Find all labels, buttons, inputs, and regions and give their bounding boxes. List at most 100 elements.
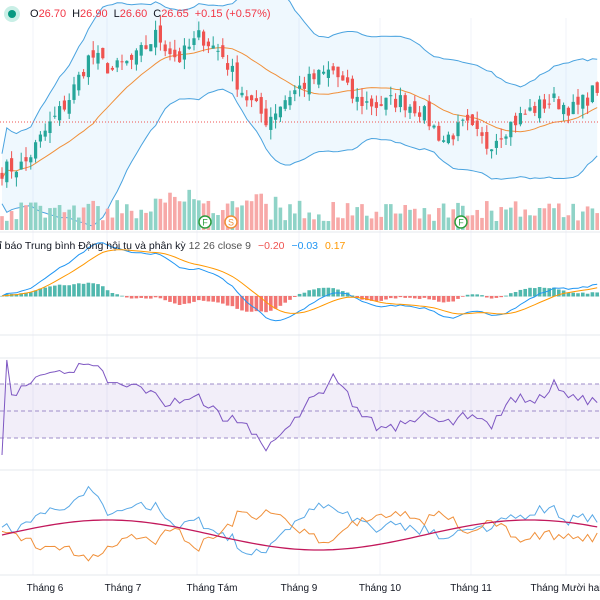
macd-histogram-bar — [81, 283, 86, 297]
candle-body — [422, 106, 426, 121]
volume-bar — [499, 207, 503, 230]
candle-body — [144, 45, 148, 49]
macd-histogram-bar — [437, 296, 441, 302]
candle-body — [394, 98, 398, 108]
candle-body — [336, 66, 340, 78]
candle-body — [202, 31, 206, 46]
macd-histogram-bar — [355, 296, 359, 298]
volume-bar — [254, 194, 259, 230]
volume-bar — [48, 208, 52, 230]
candle-body — [432, 125, 436, 128]
macd-histogram-bar — [494, 296, 499, 298]
volume-bar — [494, 220, 499, 230]
candle-body — [86, 55, 90, 78]
macd-histogram-bar — [129, 296, 134, 299]
volume-bar — [509, 207, 513, 230]
volume-bar — [115, 200, 119, 230]
volume-bar — [398, 213, 403, 230]
oscillator-line-orange — [1, 509, 598, 562]
candle-body — [499, 138, 503, 140]
macd-histogram-bar — [43, 287, 47, 297]
candle-body — [91, 50, 95, 58]
volume-bar — [547, 203, 551, 230]
volume-bar — [537, 208, 542, 230]
volume-bar — [528, 215, 532, 230]
candle-body — [446, 134, 450, 144]
macd-histogram-bar — [139, 296, 143, 298]
volume-bar — [264, 203, 268, 230]
candle-body — [494, 140, 498, 148]
macd-histogram-bar — [461, 296, 465, 297]
macd-histogram-bar — [57, 284, 62, 297]
candle-body — [120, 61, 124, 63]
volume-bar — [187, 189, 191, 230]
signal-value: 0.17 — [324, 240, 346, 252]
macd-histogram-bar — [369, 296, 374, 301]
macd-histogram-bar — [571, 292, 575, 297]
macd-histogram-bar — [182, 296, 187, 304]
macd-title: Chỉ báo Trung bình Động hội tụ và phân k… — [0, 240, 186, 252]
volume-bar — [53, 207, 57, 230]
volume-bar — [317, 214, 321, 230]
macd-histogram-bar — [456, 296, 460, 299]
macd-histogram-bar — [302, 292, 307, 297]
volume-bar — [571, 203, 575, 230]
volume-bar — [269, 219, 273, 230]
macd-histogram-bar — [144, 296, 148, 299]
candle-body — [278, 106, 282, 118]
candle-body — [350, 78, 354, 99]
macd-histogram-bar — [523, 288, 527, 297]
candle-body — [581, 94, 585, 109]
candle-body — [466, 114, 470, 121]
candle-body — [19, 161, 23, 170]
x-label-sep: Tháng 9 — [280, 583, 318, 594]
candle-body — [288, 96, 292, 106]
macd-histogram-bar — [446, 296, 451, 302]
candle-body — [250, 95, 254, 101]
volume-bar — [67, 209, 71, 230]
macd-histogram-bar — [422, 296, 427, 298]
candle-body — [178, 51, 182, 63]
volume-bar — [216, 215, 220, 230]
candle-body — [571, 101, 575, 115]
candle-body — [427, 101, 431, 127]
x-label-oct: Tháng 10 — [358, 583, 402, 594]
volume-bar — [24, 205, 28, 230]
open-label: O — [30, 8, 39, 20]
volume-bar — [105, 208, 110, 230]
candle-body — [408, 106, 412, 113]
macd-histogram-bar — [216, 296, 220, 303]
volume-bar — [120, 213, 124, 230]
candle-body — [504, 136, 508, 139]
candle-body — [341, 75, 345, 81]
volume-bar — [9, 211, 14, 230]
volume-bar — [249, 201, 254, 230]
volume-bar — [259, 193, 263, 230]
event-marker-label: F — [458, 218, 464, 228]
macd-line-value: −0.03 — [291, 240, 319, 252]
candle-body — [403, 95, 407, 111]
bollinger-fill — [2, 0, 598, 226]
macd-histogram-bar — [259, 296, 263, 312]
macd-histogram-bar — [384, 296, 388, 300]
volume-bar — [489, 210, 494, 230]
macd-histogram-bar — [403, 296, 407, 298]
macd-histogram-bar — [72, 284, 76, 297]
macd-histogram-bar — [504, 295, 508, 297]
macd-histogram-bar — [115, 294, 119, 297]
macd-histogram-bar — [321, 287, 326, 297]
macd-histogram-bar — [14, 294, 19, 297]
volume-bar — [566, 215, 571, 230]
volume-bar — [355, 207, 359, 230]
candle-body — [538, 99, 542, 119]
candle-body — [389, 95, 393, 97]
candle-body — [58, 106, 62, 121]
candle-body — [158, 25, 162, 43]
candle-body — [528, 107, 532, 111]
volume-bar — [101, 220, 105, 230]
candle-body — [365, 101, 369, 103]
macd-histogram-bar — [24, 292, 28, 297]
macd-histogram-bar — [451, 296, 455, 302]
volume-bar — [581, 211, 585, 230]
